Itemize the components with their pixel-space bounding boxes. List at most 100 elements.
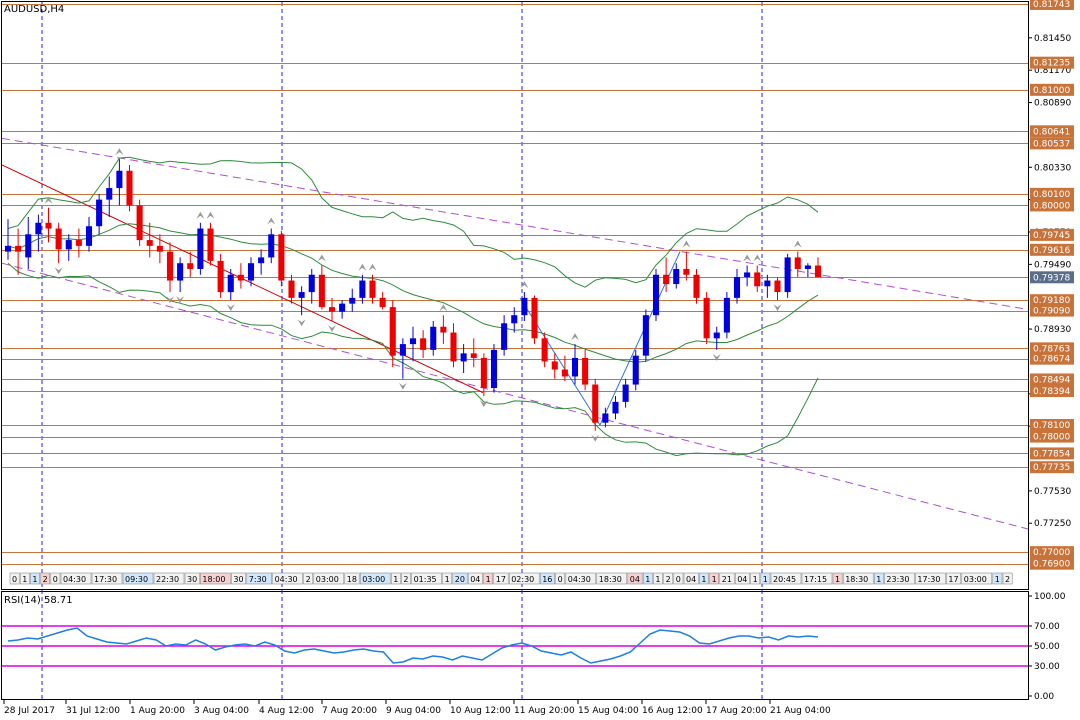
- session-label-box: [673, 572, 684, 585]
- session-label: 18:30: [599, 575, 622, 584]
- fractal-down-icon: [297, 319, 306, 327]
- level-price-box: [1030, 447, 1074, 460]
- candle-body: [75, 240, 82, 246]
- rsi-tick-label: 50.00: [1034, 642, 1060, 652]
- candle: [622, 378, 629, 408]
- candle: [237, 263, 244, 289]
- session-label-box: [653, 572, 663, 585]
- level-price-label: 0.77000: [1033, 548, 1070, 558]
- session-label-box: [884, 572, 915, 585]
- candle-body: [247, 263, 255, 281]
- session-label-box: [184, 572, 200, 585]
- candle-body: [359, 280, 366, 298]
- session-label-box: [873, 572, 884, 585]
- candle-body: [814, 265, 822, 278]
- session-label-box: [946, 572, 962, 585]
- price-axis[interactable]: 0.814500.811700.808900.803300.800500.797…: [1028, 0, 1074, 570]
- candle-body: [217, 260, 224, 293]
- candles: [4, 159, 822, 431]
- candle-body: [804, 265, 811, 269]
- candle-body: [652, 274, 660, 316]
- channel-lower[interactable]: [1, 262, 1029, 530]
- fractal-up-icon: [682, 240, 691, 248]
- time-tick-label: 10 Aug 12:00: [450, 706, 511, 716]
- fractal-up-icon: [571, 333, 579, 341]
- candle-body: [673, 268, 680, 284]
- candle-body: [551, 361, 558, 370]
- time-tick-label: 11 Aug 20:00: [514, 706, 575, 716]
- candle: [96, 193, 103, 235]
- session-label-box: [770, 572, 802, 585]
- fractal-up-icon: [115, 148, 124, 156]
- candle: [652, 268, 660, 321]
- session-label: 0: [676, 575, 681, 584]
- candle-body: [197, 228, 204, 269]
- level-price-box: [1030, 419, 1074, 431]
- candle: [430, 320, 437, 356]
- candle: [784, 253, 791, 298]
- trend-channel[interactable]: [1, 137, 1029, 530]
- candle-body: [45, 222, 52, 229]
- session-label-box: [832, 572, 843, 585]
- candle-body: [237, 274, 244, 281]
- level-price-box: [1030, 430, 1074, 443]
- symbol-title: AUDUSD,H4: [4, 4, 64, 15]
- candle: [460, 344, 467, 373]
- candle-body: [693, 274, 700, 298]
- candle-body: [531, 297, 538, 339]
- level-price-box: [1030, 557, 1074, 570]
- candle-body: [622, 384, 629, 402]
- session-label: 2: [403, 575, 408, 584]
- level-price-box: [1030, 304, 1074, 317]
- candle: [551, 353, 558, 379]
- candle: [663, 257, 670, 293]
- candle: [156, 234, 163, 264]
- candle-body: [308, 274, 315, 293]
- current-price-box: [1030, 271, 1074, 284]
- candle: [187, 251, 194, 278]
- channel-upper[interactable]: [1, 137, 1029, 310]
- candle-body: [136, 205, 143, 241]
- time-tick-label: 31 Jul 12:00: [66, 706, 120, 716]
- candle: [582, 349, 589, 391]
- candle-body: [541, 338, 548, 362]
- session-label-box: [344, 572, 360, 585]
- session-label: 04:30: [275, 575, 298, 584]
- session-label: 1: [763, 575, 768, 584]
- candle-body: [328, 307, 336, 312]
- candle-body: [744, 272, 751, 278]
- candle-body: [784, 257, 791, 293]
- time-axis[interactable]: 28 Jul 2017 31 Jul 12:00 1 Aug 20:00 3 Aug …: [3, 700, 831, 716]
- fractal-up-icon: [358, 263, 367, 271]
- candle-body: [490, 349, 498, 389]
- candle: [197, 222, 204, 275]
- candle: [217, 253, 224, 298]
- candle: [571, 344, 579, 385]
- candle: [258, 249, 265, 275]
- horizontal-levels[interactable]: [2, 4, 1028, 565]
- session-label-box: [734, 572, 750, 585]
- session-bar: 0 1 1 2 0 04:30 17:30 09:30 22:30 30 18:00 30 7:30 04…: [9, 572, 1013, 585]
- candle-body: [4, 245, 12, 252]
- candle-body: [349, 297, 356, 304]
- candle-body: [723, 297, 730, 333]
- candle-body: [177, 263, 184, 281]
- session-label: 20:45: [773, 575, 796, 584]
- candle: [45, 207, 52, 243]
- price-tick-label: 0.80890: [1034, 99, 1071, 109]
- session-label-box: [596, 572, 628, 585]
- candle: [298, 286, 305, 316]
- candle-body: [399, 344, 406, 356]
- session-label: 1: [701, 575, 706, 584]
- level-price-label: 0.78763: [1033, 344, 1070, 354]
- candle: [126, 164, 133, 212]
- session-label-box: [467, 572, 483, 585]
- session-label-box: [9, 572, 20, 585]
- candle: [399, 338, 406, 379]
- candle: [359, 274, 366, 304]
- time-tick-label: 7 Aug 20:00: [322, 706, 377, 716]
- candle: [268, 228, 275, 264]
- fractal-down-icon: [479, 400, 488, 408]
- candle: [4, 219, 12, 260]
